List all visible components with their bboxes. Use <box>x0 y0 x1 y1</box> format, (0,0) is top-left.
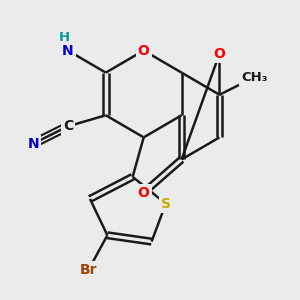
Text: O: O <box>214 47 225 61</box>
Text: N: N <box>27 137 39 151</box>
Text: H: H <box>59 31 70 44</box>
Text: CH₃: CH₃ <box>241 71 268 84</box>
Text: C: C <box>63 119 73 133</box>
Text: N: N <box>62 44 74 58</box>
Text: S: S <box>161 197 171 211</box>
Text: Br: Br <box>80 263 97 277</box>
Text: O: O <box>138 186 150 200</box>
Text: O: O <box>138 44 150 58</box>
